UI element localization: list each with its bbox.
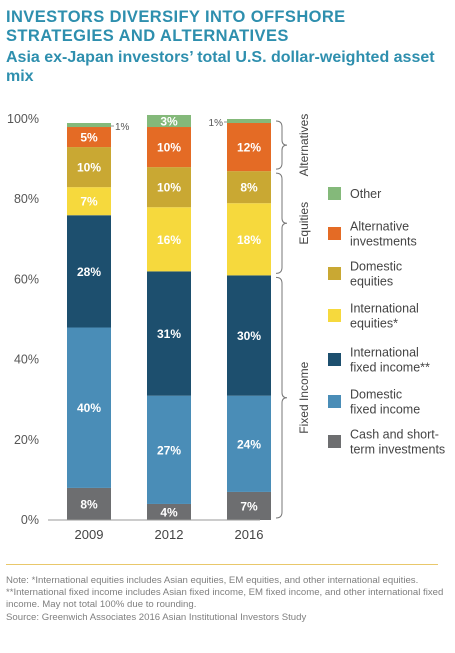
y-tick-label: 80% <box>14 192 39 206</box>
bar-segment-2009-3 <box>67 187 111 216</box>
bar-data-label: 24% <box>237 437 261 451</box>
legend-swatch <box>328 267 341 280</box>
bar-segment-2012-1 <box>147 395 191 504</box>
bar-segment-2012-3 <box>147 207 191 272</box>
group-brace <box>275 120 288 170</box>
bar-segment-2009-1 <box>67 327 111 488</box>
legend-swatch <box>328 309 341 322</box>
bar-data-label: 7% <box>80 195 98 209</box>
bar-segment-2016-3 <box>227 203 271 276</box>
bar-segment-2016-4 <box>227 171 271 204</box>
bar-data-label: 18% <box>237 233 261 247</box>
bar-segment-2016-0 <box>227 491 271 520</box>
y-tick-label: 60% <box>14 272 39 286</box>
bar-data-label: 30% <box>237 329 261 343</box>
legend-swatch <box>328 187 341 200</box>
x-tick-label: 2012 <box>155 527 184 542</box>
bar-segment-2012-4 <box>147 167 191 208</box>
legend-label: International <box>350 346 419 360</box>
bar-outside-label: 1% <box>115 122 130 133</box>
bar-segment-2009-2 <box>67 215 111 328</box>
note-text: Note: *International equities includes A… <box>6 575 444 611</box>
chart-title: INVESTORS DIVERSIFY INTO OFFSHORE STRATE… <box>6 8 346 45</box>
legend-label: Alternative <box>350 220 409 234</box>
bar-segment-2009-6 <box>67 123 111 128</box>
bar-segment-2009-4 <box>67 147 111 188</box>
x-tick-label: 2009 <box>75 527 104 542</box>
bar-data-label: 16% <box>157 233 181 247</box>
bar-segment-2016-1 <box>227 395 271 492</box>
legend-label: fixed income** <box>350 361 430 375</box>
legend-swatch <box>328 435 341 448</box>
y-tick-label: 20% <box>14 433 39 447</box>
group-brace <box>275 276 288 519</box>
bar-segment-2012-5 <box>147 127 191 168</box>
bar-data-label: 7% <box>240 499 258 513</box>
legend-swatch <box>328 395 341 408</box>
bar-data-label: 31% <box>157 327 181 341</box>
bar-data-label: 40% <box>77 401 101 415</box>
bar-data-label: 10% <box>157 181 181 195</box>
group-label: Alternatives <box>297 114 311 177</box>
legend-label: Domestic <box>350 388 402 402</box>
bar-segment-2012-0 <box>147 503 191 520</box>
y-tick-label: 100% <box>7 112 39 126</box>
legend-label: International <box>350 302 419 316</box>
legend-label: Cash and short- <box>350 428 439 442</box>
chart-subtitle: Asia ex-Japan investors’ total U.S. doll… <box>6 49 435 85</box>
legend-label: equities <box>350 275 393 289</box>
bar-segment-2016-5 <box>227 123 271 172</box>
bar-outside-label: 1% <box>209 118 224 129</box>
bar-data-label: 5% <box>80 131 98 145</box>
y-tick-label: 40% <box>14 353 39 367</box>
bar-data-label: 12% <box>237 141 261 155</box>
bar-data-label: 8% <box>80 497 98 511</box>
source-text: Source: Greenwich Associates 2016 Asian … <box>6 611 307 623</box>
y-tick-label: 0% <box>21 513 39 527</box>
legend-swatch <box>328 227 341 240</box>
bar-segment-2009-0 <box>67 487 111 520</box>
bar-segment-2012-6 <box>147 114 191 128</box>
footer-divider <box>6 564 438 565</box>
bar-data-label: 27% <box>157 443 181 457</box>
bar-data-label: 4% <box>160 505 178 519</box>
stacked-bar-chart: 0% 20% 40% 60% 80% 100% 8% 40% 28% 7% 10% 5% 1% 2009 4… <box>7 112 445 542</box>
legend-label: fixed income <box>350 403 420 417</box>
group-brace <box>275 172 288 274</box>
bar-data-label: 3% <box>160 115 178 129</box>
group-label: Fixed Income <box>297 361 311 433</box>
bar-data-label: 28% <box>77 265 101 279</box>
legend-label: term investments <box>350 443 445 457</box>
x-tick-label: 2016 <box>235 527 264 542</box>
legend-label: Domestic <box>350 260 402 274</box>
legend-label: investments <box>350 235 417 249</box>
legend-label: equities* <box>350 317 398 331</box>
legend-swatch <box>328 353 341 366</box>
bar-segment-2012-2 <box>147 271 191 396</box>
footnotes: Note: *International equities includes A… <box>6 575 446 624</box>
bar-segment-2016-2 <box>227 275 271 396</box>
bar-segment-2009-5 <box>67 127 111 148</box>
bar-data-label: 8% <box>240 181 258 195</box>
bar-data-label: 10% <box>157 141 181 155</box>
group-label: Equities <box>297 202 311 245</box>
bar-data-label: 10% <box>77 161 101 175</box>
bar-segment-2016-6 <box>227 119 271 124</box>
legend-label: Other <box>350 187 381 201</box>
